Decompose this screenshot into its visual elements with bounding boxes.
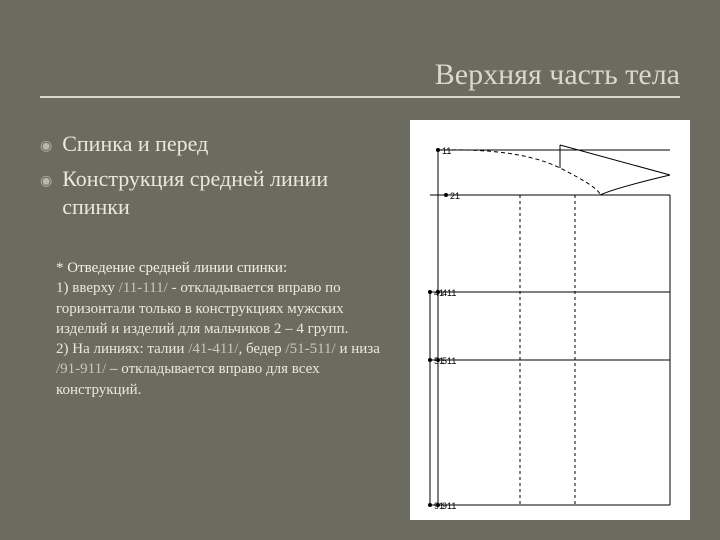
note-line: * Отведение средней линии спинки: [56, 260, 287, 276]
bullet-text: Спинка и перед [62, 130, 208, 159]
note-line: 2) На линиях: талии [56, 341, 188, 357]
bullet-list: ◉ Спинка и перед ◉ Конструкция средней л… [40, 130, 400, 228]
note-line: и низа [336, 341, 380, 357]
note-line: , бедер [238, 341, 285, 357]
diagram-point-label: 911 [442, 501, 456, 511]
page-title: Верхняя часть тела [40, 58, 680, 98]
bullet-item: ◉ Спинка и перед [40, 130, 400, 159]
diagram-point-label: 411 [442, 288, 456, 298]
note-ref: /41-411/ [188, 341, 238, 357]
bullet-item: ◉ Конструкция средней линии спинки [40, 165, 400, 222]
note-ref: /51-511/ [285, 341, 335, 357]
bullet-marker-icon: ◉ [40, 138, 52, 156]
note-ref: /91-911/ [56, 361, 106, 377]
diagram-svg [410, 120, 690, 520]
note-ref: /11-111/ [119, 280, 168, 296]
note-text: * Отведение средней линии спинки: 1) вве… [56, 258, 396, 400]
diagram-point-label: 11 [442, 146, 451, 156]
bullet-marker-icon: ◉ [40, 173, 52, 191]
bullet-text: Конструкция средней линии спинки [62, 165, 400, 222]
diagram-point-label: 21 [450, 191, 460, 201]
diagram-point-label: 511 [442, 356, 456, 366]
note-line: 1) вверху [56, 280, 119, 296]
pattern-diagram: 1121414115151191911 [410, 120, 690, 520]
